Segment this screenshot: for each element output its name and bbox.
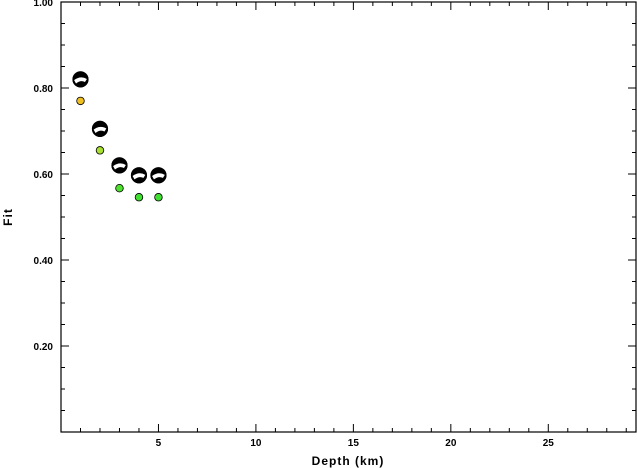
fit-point — [134, 193, 144, 202]
x-tick-label: 25 — [543, 438, 555, 449]
y-tick-label: 0.20 — [34, 342, 54, 353]
beachball-dilatational — [132, 173, 146, 180]
focal-mechanism-point — [72, 71, 89, 88]
fit-point — [76, 96, 85, 106]
x-tick-label: 10 — [250, 438, 262, 449]
fit-point — [95, 146, 105, 155]
x-tick-label: 15 — [348, 438, 360, 449]
focal-mechanism-point — [150, 167, 167, 184]
plot-frame — [60, 1, 637, 433]
focal-mechanism-point — [91, 120, 109, 137]
axis-ticks — [61, 2, 636, 432]
y-tick-label: 0.60 — [34, 170, 54, 181]
beachball-dilatational — [74, 77, 87, 84]
beachball-outline — [111, 157, 128, 174]
beachball-outline — [150, 167, 167, 184]
beachball-outline — [72, 71, 89, 88]
fit-point — [115, 183, 124, 193]
x-tick-label: 20 — [445, 438, 457, 449]
y-axis-label: Fit — [1, 208, 15, 226]
tick-labels: 5 10 15 20 25 0.20 0.40 0.60 0.80 1.00 — [34, 0, 555, 449]
data-marks — [72, 71, 167, 202]
x-axis-label: Depth (km) — [312, 454, 385, 468]
beachball-dilatational — [93, 126, 107, 133]
focal-mechanism-point — [130, 167, 148, 184]
beachball-dilatational — [113, 163, 126, 170]
fit-point — [154, 193, 163, 202]
y-tick-label: 0.40 — [34, 256, 54, 267]
y-tick-label: 1.00 — [34, 0, 54, 9]
x-tick-label: 5 — [156, 438, 162, 449]
beachball-outline — [91, 120, 109, 137]
y-tick-label: 0.80 — [34, 84, 54, 95]
beachball-outline — [130, 167, 148, 184]
focal-mechanism-point — [111, 157, 128, 174]
beachball-dilatational — [152, 173, 165, 180]
